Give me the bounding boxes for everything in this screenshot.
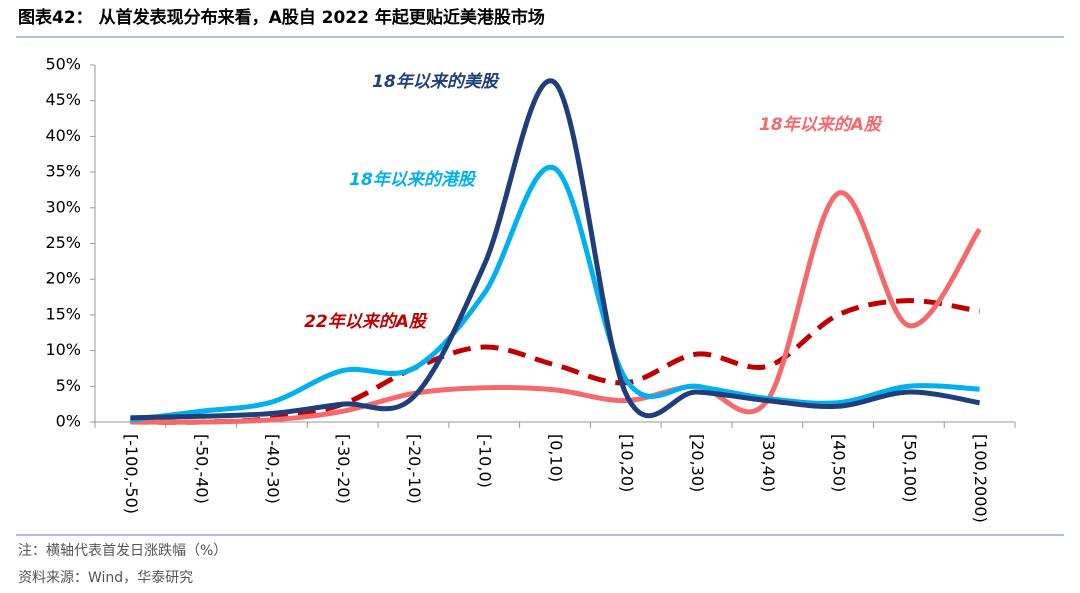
note: 注：横轴代表首发日涨跌幅（%）	[18, 543, 227, 559]
x-tick-label: [30,40)	[759, 434, 778, 492]
x-tick-label: [20,30)	[688, 434, 707, 492]
y-tick-label: 35%	[45, 162, 81, 181]
series-label: 18年以来的港股	[349, 170, 477, 190]
y-tick-label: 20%	[45, 269, 81, 288]
series-line	[130, 190, 982, 425]
x-tick-label: [-40,-30)	[263, 434, 282, 504]
x-tick-label: [0,10)	[547, 434, 566, 482]
y-tick-label: 15%	[45, 304, 81, 323]
source: 资料来源：Wind，华泰研究	[18, 570, 193, 586]
y-tick-label: 50%	[45, 55, 81, 74]
x-tick-label: [10,20)	[617, 434, 636, 492]
y-tick-label: 40%	[45, 126, 81, 145]
chart-title: 图表42： 从首发表现分布来看，A股自 2022 年起更贴近美港股市场	[18, 7, 545, 28]
x-tick-label: [-100,-50)	[122, 434, 141, 514]
series-label: 22年以来的A股	[304, 312, 428, 332]
y-tick-label: 45%	[45, 90, 81, 109]
y-tick-label: 0%	[56, 412, 81, 431]
series-label: 18年以来的美股	[372, 72, 500, 92]
y-tick-label: 10%	[45, 340, 81, 359]
y-tick-label: 5%	[56, 376, 81, 395]
x-tick-label: [40,50)	[830, 434, 849, 492]
x-tick-label: [-50,-40)	[193, 434, 212, 504]
x-tick-label: [-30,-20)	[334, 434, 353, 504]
series-line	[130, 164, 980, 423]
y-tick-label: 25%	[45, 233, 81, 252]
x-tick-label: [50,100)	[900, 434, 919, 502]
series-line	[130, 78, 981, 421]
y-tick-label: 30%	[45, 197, 81, 216]
x-tick-label: [100,2000)	[971, 434, 990, 523]
x-tick-label: [-20,-10)	[405, 434, 424, 504]
series-label: 18年以来的A股	[759, 115, 883, 135]
x-tick-label: [-10,0)	[476, 434, 495, 488]
